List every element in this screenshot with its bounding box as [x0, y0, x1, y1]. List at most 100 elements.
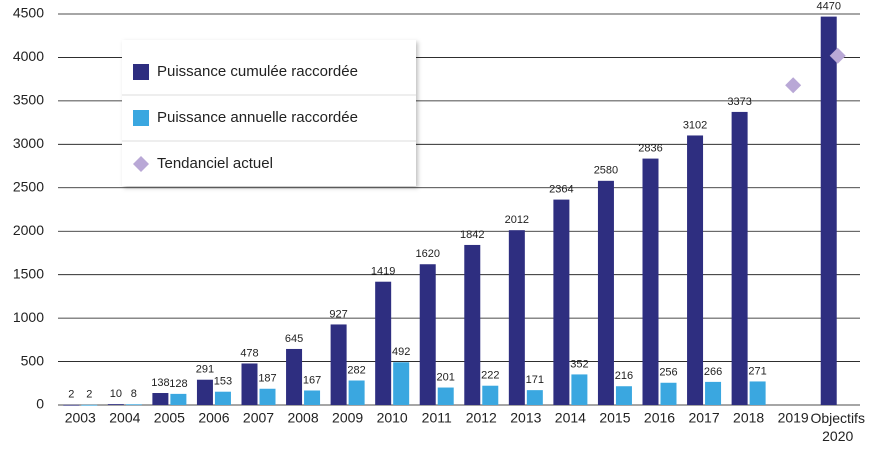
bar	[749, 381, 766, 405]
bar	[152, 393, 169, 405]
bar	[419, 264, 436, 405]
y-tick-label: 0	[36, 396, 44, 412]
marker	[829, 47, 846, 64]
marker	[785, 77, 802, 94]
bar	[687, 135, 704, 405]
value-label: 282	[347, 364, 365, 376]
value-label: 1419	[371, 266, 395, 278]
value-label: 2	[68, 389, 74, 401]
value-label: 201	[437, 371, 455, 383]
x-tick-label: 2016	[644, 410, 675, 426]
value-label: 478	[240, 347, 258, 359]
legend-swatch	[133, 156, 149, 172]
value-label: 256	[659, 367, 677, 379]
x-tick-label: Objectifs 2020	[810, 410, 864, 444]
value-label: 3373	[727, 96, 751, 108]
value-label: 2364	[549, 184, 573, 196]
bar	[437, 387, 454, 405]
value-label: 927	[329, 308, 347, 320]
value-label: 8	[131, 388, 137, 400]
legend-label: Puissance annuelle raccordée	[157, 109, 358, 126]
y-tick-label: 3000	[13, 135, 44, 151]
value-label: 2580	[594, 165, 618, 177]
value-label: 153	[214, 376, 232, 388]
value-label: 1620	[415, 248, 439, 260]
legend-label: Tendanciel actuel	[157, 155, 273, 172]
value-label: 216	[615, 370, 633, 382]
y-tick-label: 1000	[13, 309, 44, 325]
value-label: 171	[526, 374, 544, 386]
x-tick-label: 2006	[198, 410, 229, 426]
bar	[196, 379, 213, 405]
bar	[526, 390, 543, 405]
bar	[571, 374, 588, 405]
value-label: 3102	[683, 119, 707, 131]
value-label: 187	[258, 373, 276, 385]
legend-swatch	[133, 110, 149, 126]
bar	[214, 391, 231, 405]
bar	[731, 111, 748, 406]
value-label: 2	[86, 389, 92, 401]
value-label: 10	[110, 388, 122, 400]
bar	[597, 180, 614, 405]
bar	[375, 281, 392, 405]
x-tick-label: 2017	[688, 410, 719, 426]
bar	[553, 199, 570, 405]
bar	[482, 385, 499, 405]
x-tick-label: 2018	[733, 410, 764, 426]
bar	[304, 390, 321, 405]
value-label: 271	[748, 365, 766, 377]
legend-swatch	[133, 64, 149, 80]
value-label: 352	[570, 358, 588, 370]
bar	[642, 158, 659, 405]
y-tick-label: 2500	[13, 178, 44, 194]
value-label: 2836	[638, 142, 662, 154]
bar	[660, 382, 677, 405]
legend-box	[122, 40, 416, 186]
x-tick-label: 2007	[243, 410, 274, 426]
x-tick-label: 2003	[65, 410, 96, 426]
value-label: 128	[169, 378, 187, 390]
x-tick-label: 2009	[332, 410, 363, 426]
value-label: 1842	[460, 229, 484, 241]
value-label: 492	[392, 346, 410, 358]
x-tick-label: 2019	[778, 410, 809, 426]
y-tick-label: 4000	[13, 48, 44, 64]
bar	[241, 363, 258, 405]
bar	[705, 381, 722, 405]
x-tick-label: 2008	[287, 410, 318, 426]
bar	[393, 362, 410, 405]
y-tick-label: 500	[21, 352, 45, 368]
x-tick-label: 2005	[154, 410, 185, 426]
value-label: 167	[303, 374, 321, 386]
x-tick-label: 2004	[109, 410, 140, 426]
bar	[348, 380, 365, 405]
bar	[820, 16, 837, 406]
bar	[464, 244, 481, 405]
bar	[508, 230, 525, 405]
x-tick-label: 2015	[599, 410, 630, 426]
y-tick-label: 1500	[13, 265, 44, 281]
value-label: 4470	[816, 1, 840, 13]
value-label: 2012	[505, 214, 529, 226]
bar	[615, 386, 632, 405]
bar	[63, 404, 80, 406]
y-tick-label: 4500	[13, 5, 44, 21]
value-label: 266	[704, 366, 722, 378]
x-tick-label: 2011	[422, 410, 452, 426]
value-label: 138	[151, 377, 169, 389]
x-tick-label: 2010	[377, 410, 408, 426]
bar	[330, 324, 347, 405]
value-label: 291	[196, 364, 214, 376]
bar	[286, 348, 303, 405]
legend-label: Puissance cumulée raccordée	[157, 63, 358, 80]
value-label: 222	[481, 370, 499, 382]
bar	[81, 404, 98, 406]
bar	[107, 404, 124, 405]
bar	[125, 404, 142, 406]
x-tick-label: 2014	[555, 410, 586, 426]
x-tick-label: 2012	[466, 410, 497, 426]
y-tick-label: 3500	[13, 92, 44, 108]
bar	[170, 393, 187, 405]
